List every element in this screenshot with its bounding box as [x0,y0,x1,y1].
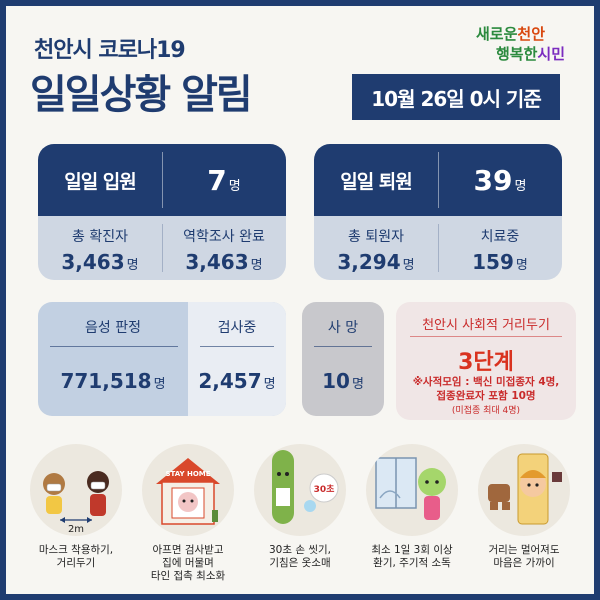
discharge-label: 일일 퇴원 [340,170,413,193]
epi-done-label: 역학조사 완료 [183,229,265,245]
tests-card: 음성 판정 771,518 명 검사중 2,457 명 [38,302,286,416]
tip-caption-5: 거리는 멀어져도 마음은 가까이 [488,544,560,569]
distancing-note-1: ※사적모임 : 백신 미접종자 4명, [412,376,560,388]
in-treatment-value: 159 [472,250,514,274]
ventilation-illustration [366,444,458,536]
tip-caption-1: 마스크 착용하기, 거리두기 [38,544,114,569]
infographic-frame: 천안시 코로나19 일일상황 알림 10월 26일 0시 기준 새로운천안 행복… [6,6,594,594]
logo-text-1a: 새로운 [476,25,518,43]
deaths-value: 10 [322,369,350,393]
distancing-title: 천안시 사회적 거리두기 [422,318,550,333]
unit-label: 명 [515,258,528,273]
discharge-unit: 명 [514,178,527,194]
testing-value: 2,457 [198,369,262,393]
logo-text-2b: 시민 [537,45,566,63]
distance-badge: 2m [68,524,84,535]
discharge-card: 일일 퇴원 39 명 총 퇴원자 3,294 명 치료중 159 명 [314,144,562,280]
deaths-label: 사 망 [327,320,359,336]
negative-value: 771,518 [60,369,152,393]
distancing-note-2: 접종완료자 포함 10명 [436,390,536,402]
distancing-note-3: (미접종 최대 4명) [451,406,521,416]
deaths-card: 사 망 10 명 [302,302,384,416]
logo-text-2a: 행복한 [496,45,538,63]
stay-home-badge: STAY HOME [165,470,210,478]
unit-label: 명 [351,377,364,392]
total-confirmed-value: 3,463 [61,250,125,274]
epi-done-value: 3,463 [185,250,249,274]
header-title: 일일상황 알림 [30,72,253,118]
handwash-illustration: 30초 [254,444,346,536]
tip-caption-4: 최소 1일 3회 이상 환기, 주기적 소독 [371,544,453,569]
distancing-card: 천안시 사회적 거리두기 3단계 ※사적모임 : 백신 미접종자 4명, 접종완… [396,302,576,420]
unit-label: 명 [263,377,276,392]
header-subtitle: 천안시 코로나19 [34,38,186,63]
tip-caption-2: 아프면 검사받고 집에 머물며 타인 접촉 최소화 [150,544,226,582]
tip-ventilation: 최소 1일 3회 이상 환기, 주기적 소독 [360,444,464,570]
admission-label: 일일 입원 [64,170,137,193]
unit-label: 명 [402,258,415,273]
total-confirmed-label: 총 확진자 [72,229,128,245]
admission-count: 7 [207,163,227,197]
handwash-badge: 30초 [314,484,336,495]
date-badge: 10월 26일 0시 기준 [352,74,560,120]
tip-mask: 2m 마스크 착용하기, 거리두기 [24,444,128,570]
total-discharged-label: 총 퇴원자 [348,229,404,245]
discharge-count: 39 [473,163,513,197]
stay-home-illustration: STAY HOME [142,444,234,536]
total-discharged-value: 3,294 [337,250,401,274]
unit-label: 명 [153,377,166,392]
logo-text-1b: 천안 [517,25,546,43]
phone-call-illustration [478,444,570,536]
unit-label: 명 [126,258,139,273]
tip-caption-3: 30초 손 씻기, 기침은 옷소매 [268,544,331,569]
in-treatment-label: 치료중 [480,229,520,245]
distancing-level: 3단계 [458,350,514,375]
testing-label: 검사중 [217,320,257,336]
unit-label: 명 [250,258,263,273]
negative-label: 음성 판정 [85,320,141,336]
tip-closeness: 거리는 멀어져도 마음은 가까이 [472,444,576,570]
mask-distance-illustration: 2m [30,444,122,536]
admission-unit: 명 [228,178,241,194]
city-logo: 새로운천안 행복한시민 [476,24,588,68]
tip-handwash: 30초 30초 손 씻기, 기침은 옷소매 [248,444,352,570]
tip-stay-home: STAY HOME 아프면 검사받고 집에 머물며 타인 접촉 최소화 [136,444,240,583]
